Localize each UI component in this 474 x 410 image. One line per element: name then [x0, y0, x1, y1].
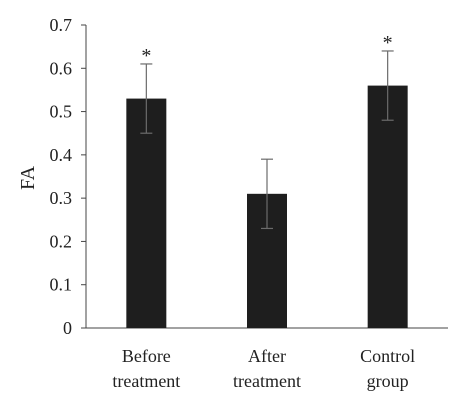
category-labels-group: Before treatment After treatment Control grou…: [112, 346, 415, 391]
y-axis-title: FA: [17, 165, 39, 190]
significance-marker: *: [141, 45, 151, 67]
bar: [367, 85, 408, 328]
y-tick-label: 0: [63, 318, 72, 338]
category-label: Before: [122, 346, 171, 366]
y-tick-label: 0.4: [50, 145, 73, 165]
significance-marker: *: [383, 32, 393, 54]
y-tick-label: 0.5: [50, 102, 73, 122]
y-tick-label: 0.7: [50, 15, 73, 35]
y-tick-label: 0.3: [50, 188, 73, 208]
category-label: treatment: [233, 371, 301, 391]
category-label: treatment: [112, 371, 180, 391]
category-label: After: [248, 346, 286, 366]
category-label: Control: [360, 346, 415, 366]
y-tick-label: 0.2: [50, 231, 73, 251]
y-tick-label: 0.1: [50, 275, 73, 295]
bar: [126, 98, 167, 328]
y-axis-ticks: 0 0.1 0.2 0.3 0.4 0.5 0.6 0.7: [50, 15, 86, 338]
y-tick-label: 0.6: [50, 58, 73, 78]
error-bars-group: [140, 50, 394, 230]
category-label: group: [367, 371, 409, 391]
bars-group: [126, 85, 408, 328]
annotations-group: **: [141, 32, 392, 67]
